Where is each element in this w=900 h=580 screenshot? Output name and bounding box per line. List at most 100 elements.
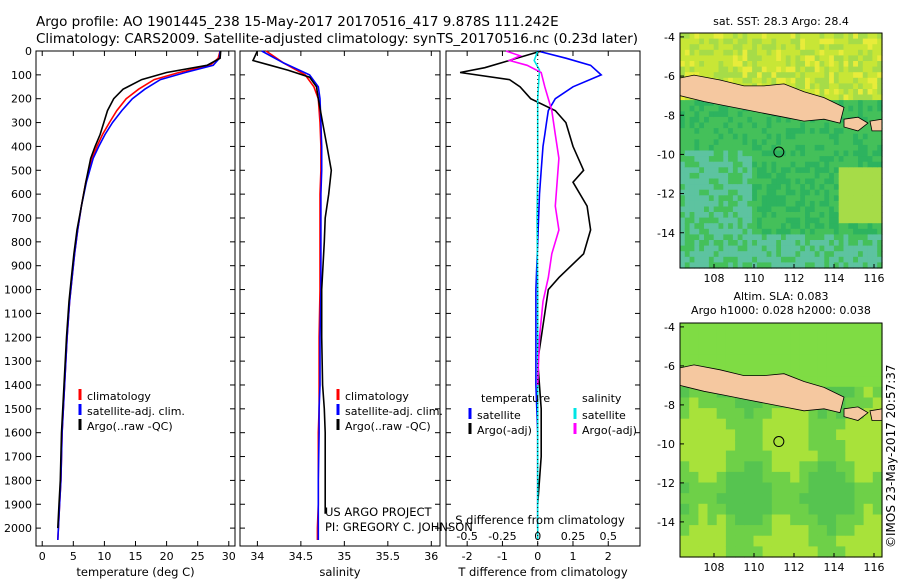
map-cell (848, 167, 854, 174)
map-cell (819, 116, 825, 124)
map-cell (716, 514, 727, 526)
map-cell (858, 178, 864, 185)
map-cell (790, 493, 800, 505)
map-cell (808, 471, 819, 484)
map-cell (725, 514, 736, 526)
map-cell (708, 156, 715, 163)
map-cell (723, 228, 729, 235)
map-cell (735, 429, 745, 441)
map-cell (872, 139, 878, 146)
map-cell (766, 49, 772, 56)
map-cell (853, 111, 859, 118)
map-cell (862, 189, 869, 196)
y-tick-label: -12 (657, 188, 675, 201)
map-cell (809, 189, 816, 196)
map-cell (716, 471, 727, 484)
map-cell (848, 77, 854, 84)
map-cell (829, 217, 835, 224)
map-cell (704, 33, 710, 40)
map-cell (747, 262, 753, 269)
map-cell (862, 49, 869, 56)
map-cell (800, 228, 806, 235)
map-cell (776, 189, 782, 196)
map-cell (728, 139, 734, 146)
map-cell (795, 262, 801, 269)
map-cell (829, 44, 835, 51)
y-tick-label: -6 (664, 360, 675, 373)
map-cell (728, 66, 734, 73)
map-cell (790, 228, 796, 235)
map-cell (848, 161, 854, 168)
map-cell (843, 189, 849, 196)
map-cell (752, 200, 758, 208)
map-cell (699, 111, 705, 118)
map-cell (805, 128, 811, 135)
map-cell (836, 461, 846, 473)
map-cell (833, 217, 840, 224)
map-cell (858, 256, 864, 263)
map-cell (680, 354, 690, 367)
map-cell (723, 77, 729, 84)
map-cell (867, 172, 873, 180)
map-cell (845, 493, 856, 505)
map-cell (843, 33, 849, 40)
map-cell (744, 450, 755, 462)
map-cell (819, 178, 825, 185)
map-cell (867, 228, 873, 235)
map-cell (725, 323, 736, 335)
map-cell (819, 61, 825, 68)
map-cell (853, 144, 859, 152)
map-cell (867, 72, 873, 79)
land-bali (843, 116, 869, 132)
map-cell (800, 72, 806, 79)
map-cell (698, 418, 709, 430)
map-cell (863, 535, 874, 547)
map-cell (735, 408, 745, 420)
map-cell (708, 122, 715, 129)
map-cell (689, 440, 699, 452)
map-cell (836, 429, 846, 441)
map-cell (867, 33, 873, 40)
map-cell (858, 61, 864, 68)
map-cell (826, 429, 837, 441)
map-cell (762, 323, 773, 335)
map-cell (752, 55, 758, 62)
map-cell (785, 128, 792, 135)
map-cell (680, 49, 686, 56)
x-tick-label: 112 (784, 561, 805, 574)
map-cell (824, 262, 830, 269)
map-cell (833, 94, 840, 101)
map-cell (684, 184, 691, 191)
map-cell (742, 122, 748, 129)
map-cell (689, 525, 699, 537)
map-cell (790, 471, 800, 484)
map-cell (699, 212, 705, 219)
map-cell (838, 234, 845, 241)
map-cell (877, 133, 883, 140)
map-cell (814, 240, 821, 247)
map-cell (708, 262, 715, 269)
map-cell (872, 514, 883, 526)
map-cell (757, 189, 763, 196)
map-cell (817, 418, 828, 430)
map-cell (694, 189, 700, 196)
map-cell (680, 471, 690, 484)
map-cell (838, 61, 845, 68)
map-cell (689, 44, 695, 51)
map-cell (689, 256, 695, 263)
map-cell (833, 89, 840, 96)
map-cell (737, 38, 744, 45)
map-cell (747, 122, 753, 129)
map-cell (790, 200, 796, 208)
map-cell (845, 386, 856, 398)
map-cell (809, 172, 816, 180)
map-cell (689, 111, 695, 118)
map-cell (708, 178, 715, 185)
map-cell (848, 66, 854, 73)
map-cell (737, 172, 744, 180)
map-cell (843, 223, 849, 230)
map-cell (752, 111, 758, 118)
map-cell (752, 49, 758, 56)
map-cell (795, 139, 801, 146)
